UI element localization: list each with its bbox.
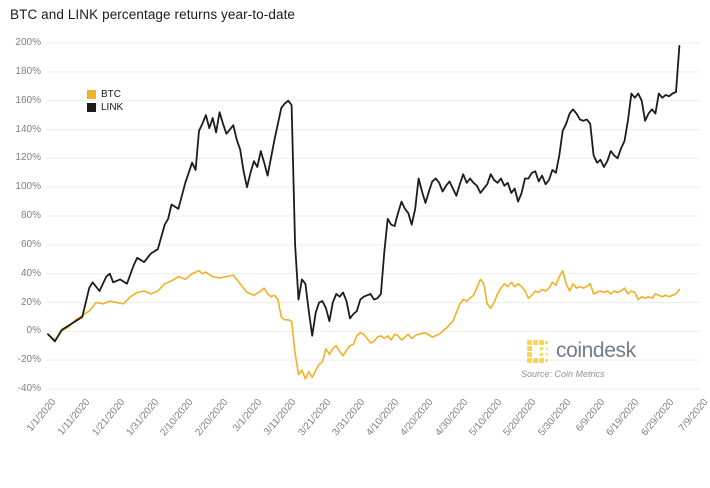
coindesk-wordmark: coindesk xyxy=(556,338,636,362)
logo-dot xyxy=(540,353,543,356)
legend-swatch-link xyxy=(87,102,96,112)
logo-dot xyxy=(527,358,532,363)
y-axis-tick-label: 20% xyxy=(20,296,41,308)
y-axis-tick-label: 120% xyxy=(15,152,41,164)
logo-dot xyxy=(539,358,544,363)
source-credit: Source: Coin Metrics xyxy=(521,369,605,379)
coindesk-dots-icon xyxy=(527,340,550,363)
y-axis-tick-label: -40% xyxy=(17,383,41,394)
y-axis-tick-label: -20% xyxy=(17,354,41,366)
y-axis-tick-label: 180% xyxy=(15,65,41,77)
legend-label: BTC xyxy=(101,88,121,100)
page-title: BTC and LINK percentage returns year-to-… xyxy=(10,7,296,22)
btc-line xyxy=(47,269,681,380)
y-axis-tick-label: 140% xyxy=(15,123,41,135)
logo-dot xyxy=(527,346,532,351)
y-axis-tick-label: 40% xyxy=(20,267,41,279)
legend-swatch-btc xyxy=(87,89,96,99)
y-axis-tick-label: 80% xyxy=(20,210,41,221)
y-axis-tick-label: 200% xyxy=(15,37,41,48)
y-axis-tick-label: 160% xyxy=(15,94,41,106)
logo-dot xyxy=(527,340,532,345)
link-line xyxy=(47,45,681,343)
y-axis-tick-label: 60% xyxy=(20,238,41,250)
logo-dot xyxy=(533,340,538,345)
legend-label: LINK xyxy=(101,101,124,113)
chart-canvas xyxy=(46,42,700,390)
y-axis-tick-label: 100% xyxy=(15,181,41,193)
logo-dot xyxy=(545,359,548,362)
logo-dot xyxy=(539,340,544,345)
logo-dot xyxy=(545,341,548,344)
legend-item-btc: BTC xyxy=(87,88,123,100)
coindesk-branding: coindesk Source: Coin Metrics xyxy=(521,338,691,380)
logo-dot xyxy=(546,348,548,350)
legend-item-link: LINK xyxy=(87,101,123,113)
logo-dot xyxy=(540,347,543,350)
logo-dot xyxy=(527,352,532,357)
y-axis-tick-label: 0% xyxy=(26,325,41,337)
logo-dot xyxy=(533,358,538,363)
chart-legend: BTC LINK xyxy=(87,88,123,114)
logo-dot xyxy=(546,353,548,355)
